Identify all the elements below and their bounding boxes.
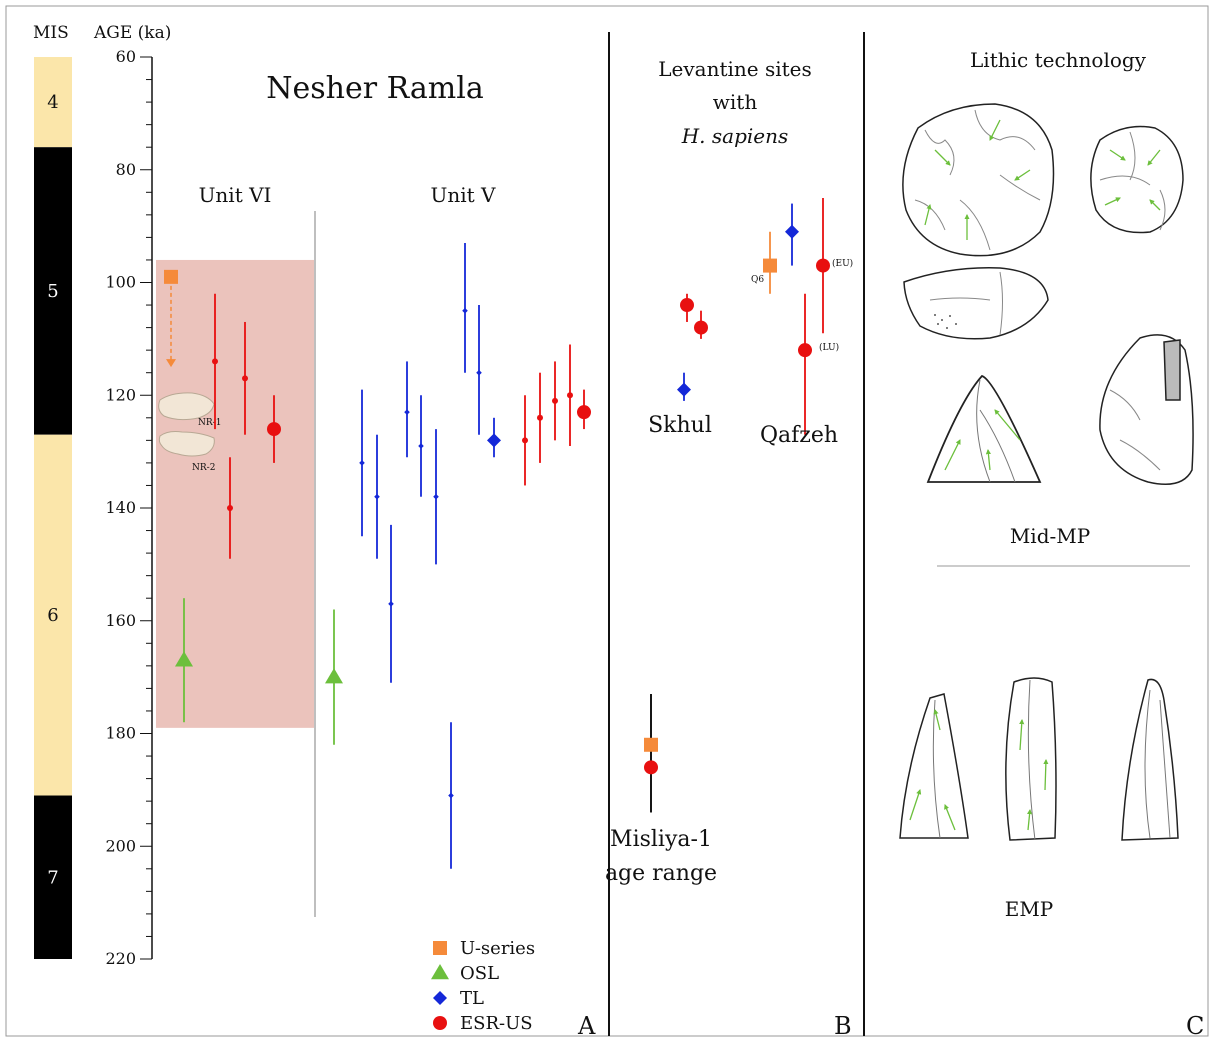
mis-stage-7 <box>34 795 72 959</box>
unit-vi-label: Unit VI <box>199 183 272 207</box>
tl-point <box>433 991 447 1005</box>
tl-point <box>388 601 394 607</box>
mis-stage-label: 6 <box>47 605 58 626</box>
osl-point <box>325 668 343 684</box>
tl-point <box>785 224 799 239</box>
age-tick-label: 60 <box>116 47 136 66</box>
age-tick-label: 140 <box>105 498 136 517</box>
panel-a-title: Nesher Ramla <box>266 71 484 106</box>
age-axis: 60 80 100 120 140 160 180 200 220 <box>105 47 153 968</box>
age-axis-label: AGE (ka) <box>93 23 171 43</box>
mis-header: MIS <box>33 23 69 43</box>
tl-point <box>359 460 365 466</box>
useries-point <box>433 941 447 955</box>
qafzeh-label: Qafzeh <box>760 423 838 448</box>
tl-point <box>476 369 482 376</box>
emp-label: EMP <box>1005 897 1054 921</box>
esr-us-point <box>577 405 591 420</box>
skhul-label: Skhul <box>648 413 712 438</box>
panel-c-title: Lithic technology <box>970 48 1147 72</box>
esr-us-point <box>552 397 558 404</box>
mis-stage-5 <box>34 147 72 435</box>
useries-point <box>644 737 658 752</box>
emp-blade-drawing-3 <box>1121 678 1179 841</box>
discoid-core-drawing-2 <box>1090 125 1184 234</box>
nr2-label: NR-2 <box>192 463 215 473</box>
osl-point <box>175 651 193 667</box>
lu-tag: (LU) <box>819 342 839 353</box>
misliya-label-line2: age range <box>605 861 717 886</box>
tl-point <box>433 493 439 500</box>
levallois-point-drawing <box>926 374 1042 483</box>
retouched-tool-drawing <box>1099 334 1194 485</box>
legend: U-series OSL TL ESR-US <box>431 938 535 1034</box>
mis-stage-4 <box>34 57 72 148</box>
nr1-fossil-icon <box>158 392 215 421</box>
esr-us-point <box>212 358 218 365</box>
esr-us-point <box>522 437 528 444</box>
emp-blade-drawing-1 <box>899 693 969 839</box>
tl-point <box>462 307 468 314</box>
useries-arrow-head <box>166 359 176 368</box>
panel-b-title-line1: Levantine sites <box>658 57 812 81</box>
age-tick-label: 120 <box>105 385 136 404</box>
esr-us-point <box>798 343 812 358</box>
mid-mp-label: Mid-MP <box>1010 524 1090 548</box>
useries-point <box>763 258 777 273</box>
esr-us-point <box>680 298 694 313</box>
esr-us-point <box>242 375 248 382</box>
age-tick-label: 80 <box>116 160 136 179</box>
panel-letter-b: B <box>834 1012 852 1040</box>
legend-label-esr: ESR-US <box>460 1013 533 1034</box>
age-tick-label: 220 <box>105 949 136 968</box>
tl-point <box>448 792 454 799</box>
esr-us-point <box>694 320 708 335</box>
panel-b-title-line2: with <box>713 90 758 114</box>
unit-vi-highlight <box>156 259 314 728</box>
mis-stage-label: 7 <box>47 867 58 888</box>
esr-us-point <box>644 760 658 775</box>
tl-point <box>418 443 424 449</box>
misliya-label-line1: Misliya-1 <box>610 827 712 852</box>
esr-us-point <box>537 414 543 421</box>
panel-b-data-points <box>644 197 830 813</box>
flake-profile-drawing <box>903 267 1049 340</box>
tl-point <box>487 433 501 448</box>
panel-letter-a: A <box>577 1012 596 1040</box>
nr2-fossil-icon <box>158 431 215 457</box>
panel-b-title-line3: H. sapiens <box>681 124 789 148</box>
tl-point <box>374 493 380 500</box>
legend-label-useries: U-series <box>460 938 535 959</box>
legend-label-tl: TL <box>460 988 484 1009</box>
panel-a-data-points <box>164 243 591 869</box>
age-tick-label: 180 <box>105 724 136 743</box>
mis-stage-label: 5 <box>47 281 58 302</box>
mis-stage-label: 4 <box>47 92 58 113</box>
age-tick-label: 160 <box>105 611 136 630</box>
esr-us-point <box>227 505 233 511</box>
eu-tag: (EU) <box>832 258 853 269</box>
nr1-label: NR-1 <box>198 418 221 428</box>
esr-us-point <box>267 422 281 437</box>
unit-v-label: Unit V <box>431 183 497 207</box>
mis-stage-column: 4 5 6 7 <box>34 57 72 959</box>
useries-point <box>164 269 178 284</box>
q6-tag: Q6 <box>751 275 764 285</box>
osl-point <box>431 964 449 980</box>
esr-us-point <box>567 392 573 399</box>
emp-blade-drawing-2 <box>1005 677 1057 841</box>
mis-stage-6 <box>34 434 72 796</box>
legend-label-osl: OSL <box>460 963 499 984</box>
esr-us-point <box>433 1016 447 1030</box>
discoid-core-drawing-1 <box>902 103 1055 257</box>
tl-point <box>404 409 410 415</box>
esr-us-point <box>816 258 830 273</box>
age-tick-label: 100 <box>105 273 136 292</box>
figure-frame <box>5 5 1209 1037</box>
panel-letter-c: C <box>1186 1012 1204 1040</box>
age-tick-label: 200 <box>105 836 136 855</box>
tl-point <box>677 382 691 397</box>
